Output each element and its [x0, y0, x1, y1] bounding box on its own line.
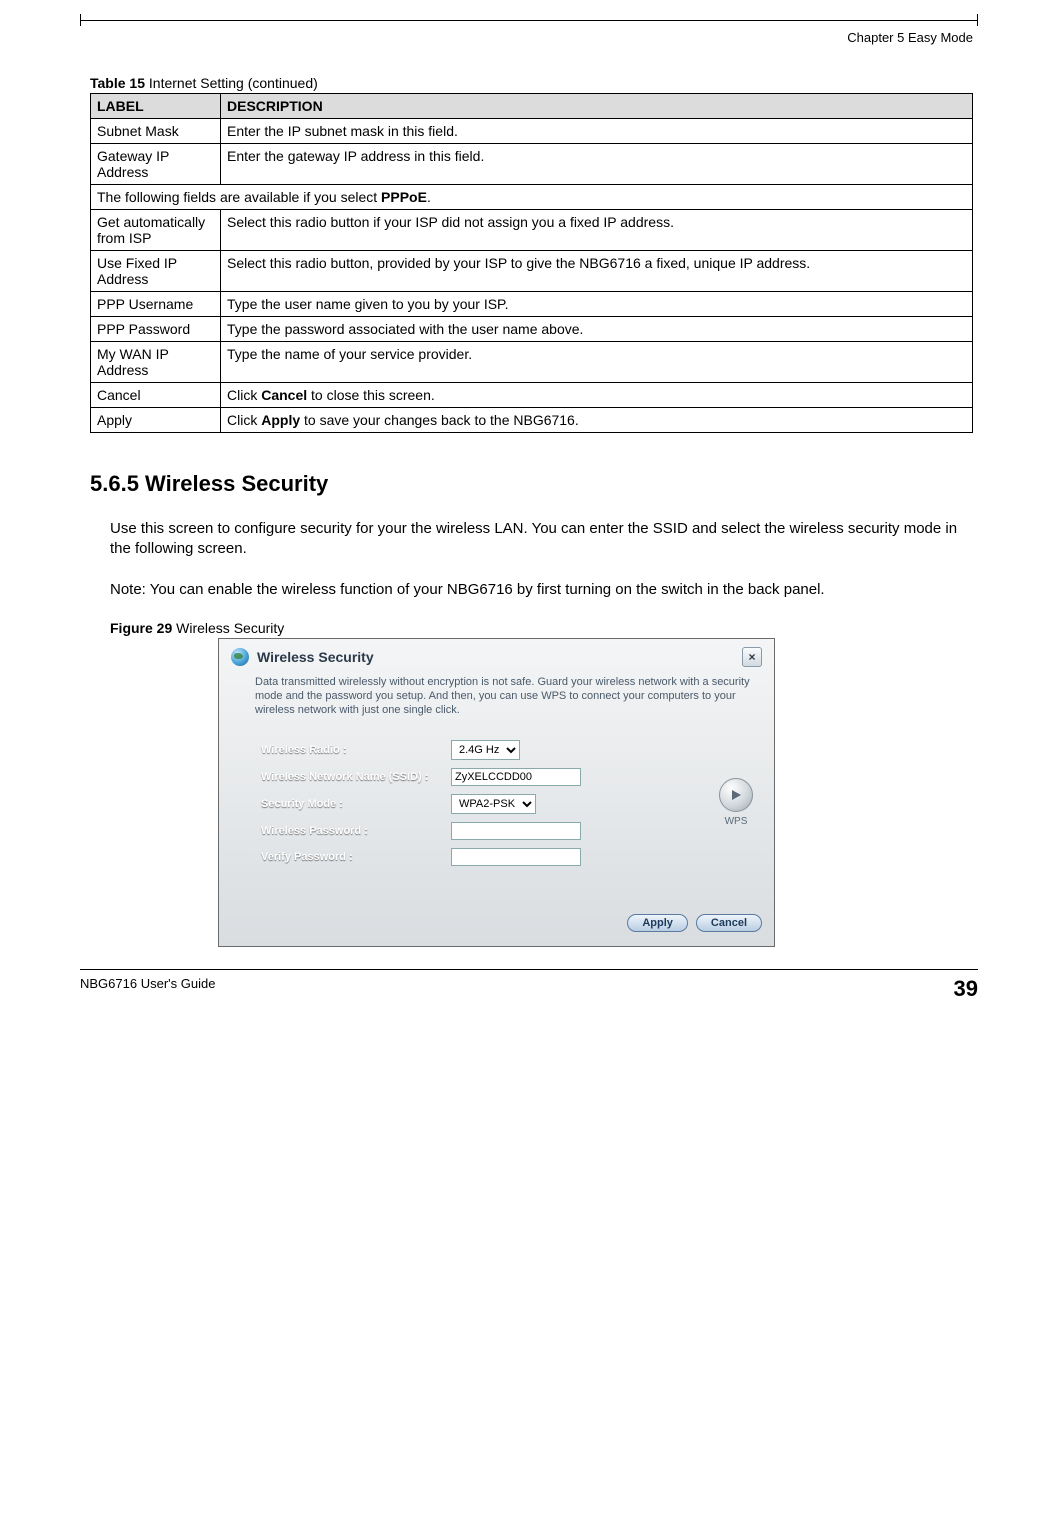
cell-label: Subnet Mask	[91, 119, 221, 144]
play-icon	[729, 788, 743, 802]
table-row: PPP Password Type the password associate…	[91, 317, 973, 342]
cell-label: PPP Password	[91, 317, 221, 342]
figure-title: Wireless Security	[172, 620, 284, 636]
close-icon[interactable]: ×	[742, 647, 762, 667]
internet-setting-table: LABEL DESCRIPTION Subnet Mask Enter the …	[90, 93, 973, 433]
section-heading: 5.6.5 Wireless Security	[90, 471, 973, 497]
cell-label: Cancel	[91, 383, 221, 408]
field-wireless-password: Wireless Password :	[261, 822, 698, 840]
field-security-mode: Security Mode : WPA2-PSK	[261, 794, 698, 814]
wireless-radio-select[interactable]: 2.4G Hz	[451, 740, 520, 760]
security-mode-label: Security Mode :	[261, 798, 451, 810]
dialog-title: Wireless Security	[257, 649, 374, 665]
cell-desc: Click Cancel to close this screen.	[221, 383, 973, 408]
table-title: Internet Setting (continued)	[145, 75, 318, 91]
table-row: Apply Click Apply to save your changes b…	[91, 408, 973, 433]
cell-label: Apply	[91, 408, 221, 433]
verify-password-input[interactable]	[451, 848, 581, 866]
cell-desc: Click Apply to save your changes back to…	[221, 408, 973, 433]
figure-number: Figure 29	[110, 620, 172, 636]
section-note: Note: You can enable the wireless functi…	[110, 580, 973, 600]
wps-column: WPS	[710, 732, 762, 874]
cell-desc: Type the user name given to you by your …	[221, 292, 973, 317]
page-footer: NBG6716 User's Guide 39	[80, 969, 978, 1002]
ssid-label: Wireless Network Name (SSID) :	[261, 771, 451, 783]
cell-label: Get automatically from ISP	[91, 210, 221, 251]
table-row: Use Fixed IP Address Select this radio b…	[91, 251, 973, 292]
cell-desc: Type the password associated with the us…	[221, 317, 973, 342]
cell-desc: Select this radio button, provided by yo…	[221, 251, 973, 292]
ssid-input[interactable]	[451, 768, 581, 786]
table-row: PPP Username Type the user name given to…	[91, 292, 973, 317]
section-paragraph: Use this screen to configure security fo…	[110, 519, 973, 560]
table-number: Table 15	[90, 75, 145, 91]
form-fields: Wireless Radio : 2.4G Hz Wireless Networ…	[231, 732, 698, 874]
wps-button[interactable]	[719, 778, 753, 812]
table-row: My WAN IP Address Type the name of your …	[91, 342, 973, 383]
header-tick-left	[80, 14, 81, 26]
field-verify-password: Verify Password :	[261, 848, 698, 866]
col-header-description: DESCRIPTION	[221, 94, 973, 119]
cancel-button[interactable]: Cancel	[696, 914, 762, 932]
footer-guide: NBG6716 User's Guide	[80, 976, 215, 1002]
cell-label: My WAN IP Address	[91, 342, 221, 383]
globe-icon	[231, 648, 249, 666]
page-number: 39	[954, 976, 978, 1002]
header-tick-right	[977, 14, 978, 26]
wps-label: WPS	[725, 816, 748, 827]
cell-label: PPP Username	[91, 292, 221, 317]
cell-label: Use Fixed IP Address	[91, 251, 221, 292]
apply-button[interactable]: Apply	[627, 914, 688, 932]
dialog-description: Data transmitted wirelessly without encr…	[255, 675, 758, 718]
cell-desc: Select this radio button if your ISP did…	[221, 210, 973, 251]
wireless-radio-label: Wireless Radio :	[261, 744, 451, 756]
field-wireless-radio: Wireless Radio : 2.4G Hz	[261, 740, 698, 760]
header-rule	[80, 20, 978, 21]
wireless-password-input[interactable]	[451, 822, 581, 840]
figure-caption: Figure 29 Wireless Security	[110, 620, 973, 636]
table-header-row: LABEL DESCRIPTION	[91, 94, 973, 119]
table-row: Subnet Mask Enter the IP subnet mask in …	[91, 119, 973, 144]
table-row: Cancel Click Cancel to close this screen…	[91, 383, 973, 408]
table-caption: Table 15 Internet Setting (continued)	[90, 75, 973, 91]
wireless-security-dialog: Wireless Security × Data transmitted wir…	[218, 638, 775, 947]
wireless-password-label: Wireless Password :	[261, 825, 451, 837]
cell-span: The following fields are available if yo…	[91, 185, 973, 210]
table-row: Gateway IP Address Enter the gateway IP …	[91, 144, 973, 185]
cell-label: Gateway IP Address	[91, 144, 221, 185]
verify-password-label: Verify Password :	[261, 851, 451, 863]
chapter-header: Chapter 5 Easy Mode	[847, 30, 973, 45]
col-header-label: LABEL	[91, 94, 221, 119]
dialog-footer: Apply Cancel	[231, 874, 762, 932]
cell-desc: Enter the gateway IP address in this fie…	[221, 144, 973, 185]
table-row: Get automatically from ISP Select this r…	[91, 210, 973, 251]
table-row: The following fields are available if yo…	[91, 185, 973, 210]
security-mode-select[interactable]: WPA2-PSK	[451, 794, 536, 814]
cell-desc: Type the name of your service provider.	[221, 342, 973, 383]
field-ssid: Wireless Network Name (SSID) :	[261, 768, 698, 786]
dialog-title-row: Wireless Security ×	[231, 647, 762, 667]
cell-desc: Enter the IP subnet mask in this field.	[221, 119, 973, 144]
